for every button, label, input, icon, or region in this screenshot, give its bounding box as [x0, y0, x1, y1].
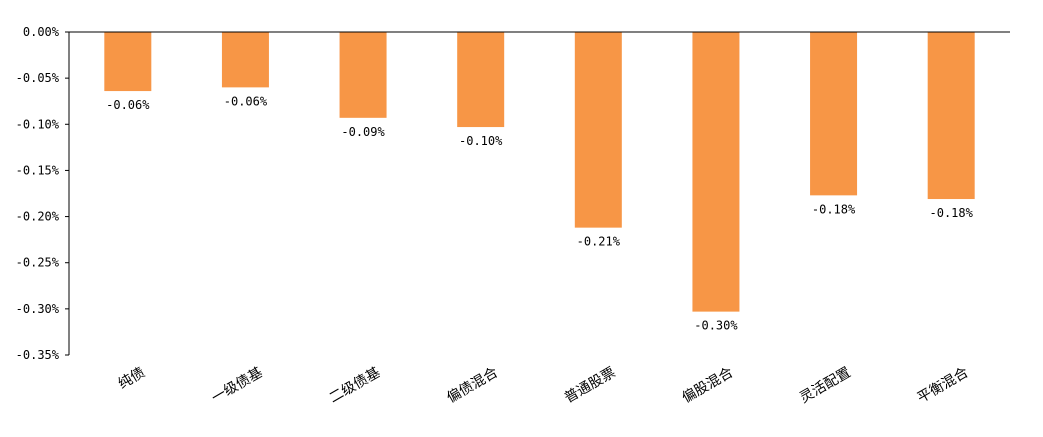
bar: [221, 32, 269, 88]
y-tick-label: -0.35%: [16, 348, 60, 362]
bar: [692, 32, 740, 312]
y-tick-label: -0.10%: [16, 117, 60, 131]
data-label: -0.18%: [930, 206, 974, 220]
bar: [810, 32, 858, 196]
bar: [339, 32, 387, 118]
y-tick-label: -0.25%: [16, 256, 60, 270]
data-label: -0.30%: [694, 319, 738, 333]
bar: [574, 32, 622, 228]
y-tick-label: -0.05%: [16, 71, 60, 85]
y-axis: 0.00% -0.05% -0.10% -0.15% -0.20% -0.25% -0.30…: [16, 25, 70, 362]
y-tick-label: -0.15%: [16, 163, 60, 177]
bar: [927, 32, 975, 200]
data-label: -0.09%: [341, 125, 385, 139]
data-label: -0.06%: [224, 94, 268, 108]
y-tick-label: 0.00%: [23, 25, 60, 39]
data-label: -0.06%: [106, 98, 150, 112]
bars: [104, 32, 975, 312]
y-tick-label: -0.20%: [16, 210, 60, 224]
data-label: -0.10%: [459, 134, 503, 148]
y-tick-label: -0.30%: [16, 302, 60, 316]
data-labels: -0.06% -0.06% -0.09% -0.10% -0.21% -0.30% -0.1…: [106, 94, 973, 332]
data-label: -0.21%: [577, 235, 621, 249]
bar: [104, 32, 152, 92]
data-label: -0.18%: [812, 202, 856, 216]
bar: [457, 32, 505, 128]
